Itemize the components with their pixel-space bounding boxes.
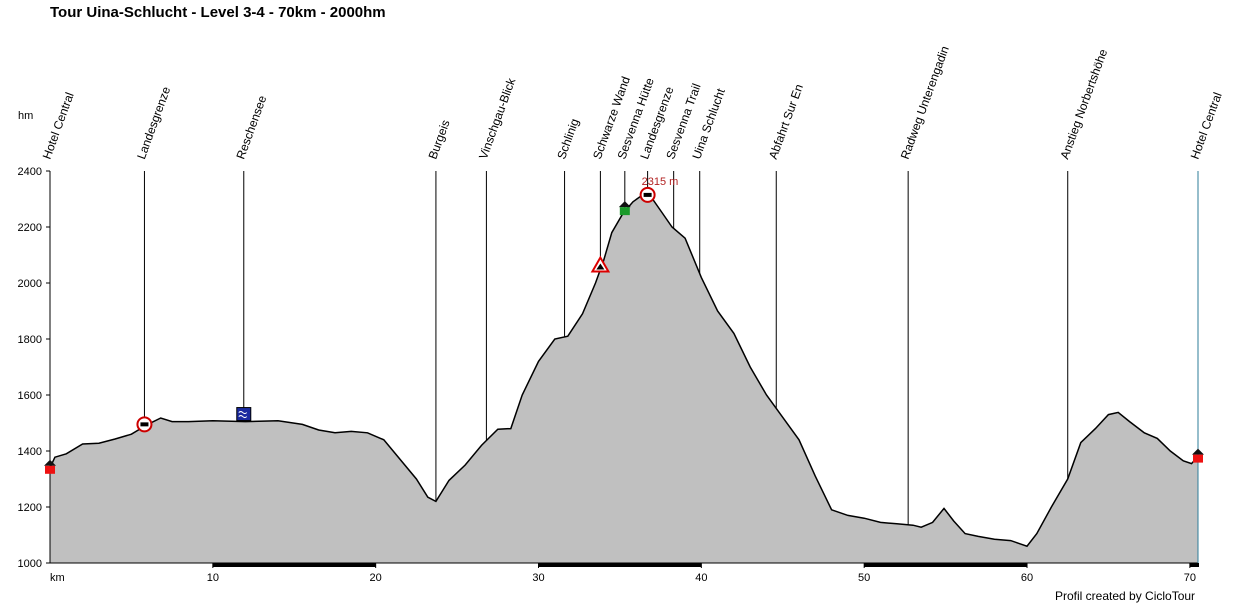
y-tick-label: 1000 <box>18 558 42 570</box>
warning-icon <box>590 255 611 273</box>
km-scale-bar <box>538 563 702 567</box>
x-tick-label: 40 <box>695 572 707 584</box>
waypoint-label: Radweg Unterengadin <box>898 44 952 161</box>
km-scale-bar <box>212 563 376 567</box>
y-tick-label: 1400 <box>18 446 42 458</box>
waypoint-label: Vinschgau-Blick <box>476 75 519 161</box>
peak-label: 2315 m <box>642 176 679 188</box>
waypoint-label: Landesgrenze <box>134 84 173 161</box>
x-tick-label: 50 <box>858 572 870 584</box>
waypoint-label: Hotel Central <box>40 90 77 161</box>
y-tick-label: 1600 <box>18 390 42 402</box>
waypoint-label: Schlinig <box>554 117 582 161</box>
km-scale-bar <box>1189 563 1199 567</box>
y-tick-label: 1800 <box>18 334 42 346</box>
x-tick-label: 30 <box>532 572 544 584</box>
x-tick-label: 20 <box>370 572 382 584</box>
waypoint-label: Hotel Central <box>1188 90 1225 161</box>
profile-area <box>50 194 1198 564</box>
waypoint-label: Abfahrt Sur En <box>766 82 806 161</box>
lake-icon <box>236 407 252 422</box>
y-axis-label: hm <box>18 110 33 122</box>
restaurant-icon <box>639 186 656 203</box>
restaurant-icon <box>136 416 153 433</box>
waypoint-label: Burgeis <box>426 118 453 161</box>
waypoint-label: Anstieg Norbertshöhe <box>1057 47 1110 161</box>
y-tick-label: 2000 <box>18 278 42 290</box>
chart-title: Tour Uina-Schlucht - Level 3-4 - 70km - … <box>50 4 386 21</box>
profile-line <box>49 193 1199 548</box>
x-axis-label: km <box>50 572 65 584</box>
x-tick-label: 10 <box>207 572 219 584</box>
y-tick-label: 2200 <box>18 222 42 234</box>
hut-icon <box>618 201 631 216</box>
km-scale-bar <box>864 563 1028 567</box>
start-flag-icon <box>44 459 56 474</box>
finish-flag-icon <box>1192 448 1204 463</box>
credit-text: Profil created by CicloTour <box>1055 589 1196 603</box>
y-tick-label: 2400 <box>18 166 42 178</box>
waypoint-label: Reschensee <box>233 93 269 161</box>
x-tick-label: 70 <box>1184 572 1196 584</box>
y-tick-label: 1200 <box>18 502 42 514</box>
x-tick-label: 60 <box>1021 572 1033 584</box>
